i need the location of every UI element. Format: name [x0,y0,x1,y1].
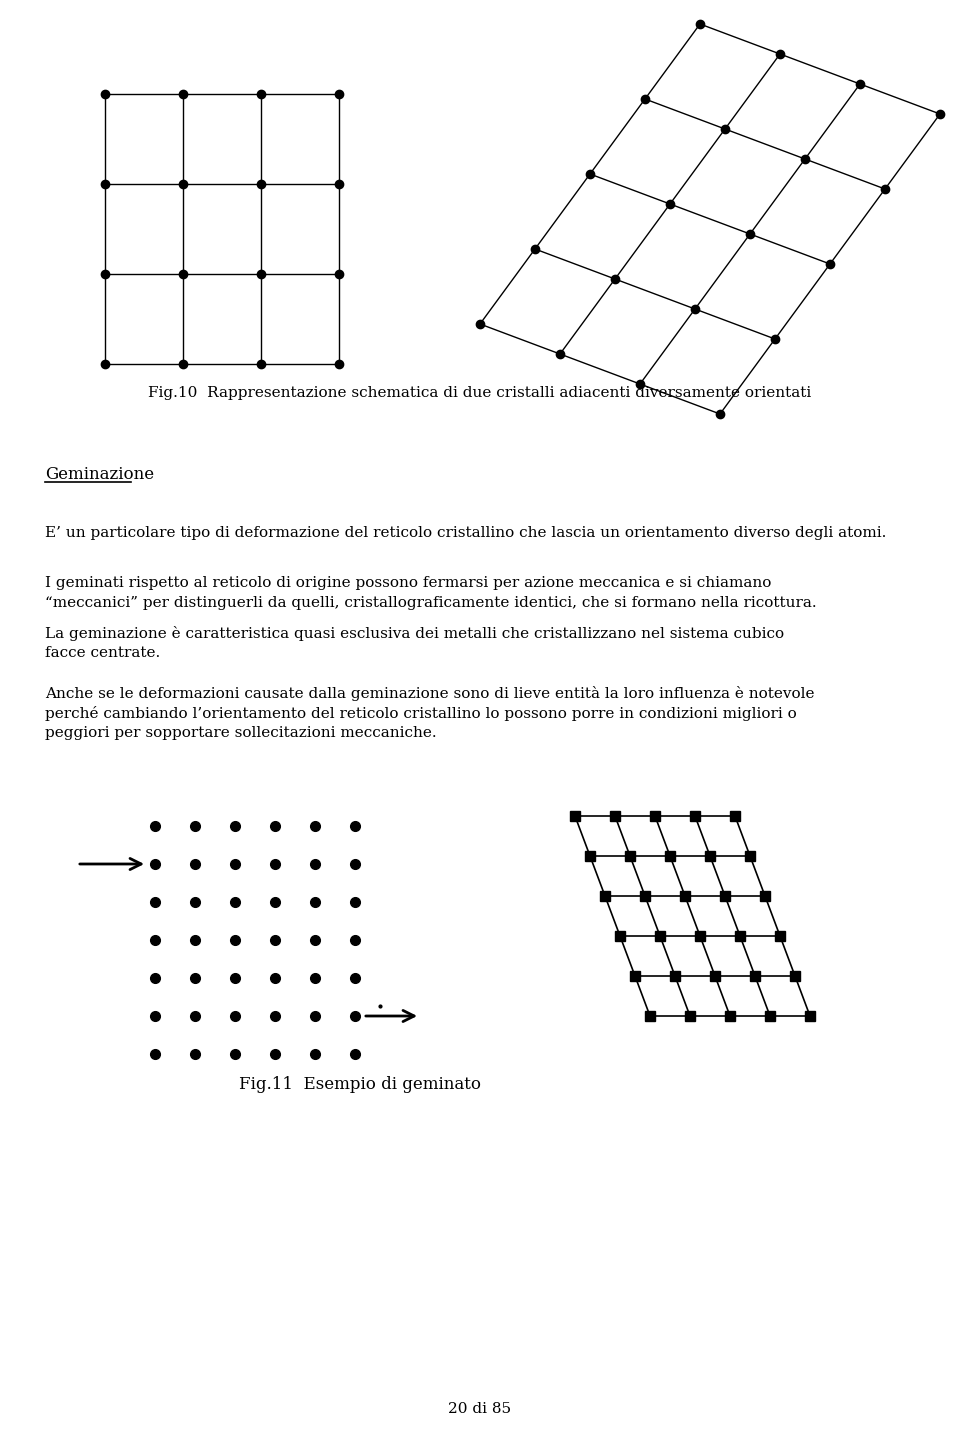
Text: I geminati rispetto al reticolo di origine possono fermarsi per azione meccanica: I geminati rispetto al reticolo di origi… [45,576,772,591]
Text: facce centrate.: facce centrate. [45,645,160,660]
Text: Anche se le deformazioni causate dalla geminazione sono di lieve entità la loro : Anche se le deformazioni causate dalla g… [45,686,814,700]
Text: “meccanici” per distinguerli da quelli, cristallograficamente identici, che si f: “meccanici” per distinguerli da quelli, … [45,596,817,609]
Text: Fig.10  Rappresentazione schematica di due cristalli adiacenti diversamente orie: Fig.10 Rappresentazione schematica di du… [149,386,811,400]
Text: La geminazione è caratteristica quasi esclusiva dei metalli che cristallizzano n: La geminazione è caratteristica quasi es… [45,627,784,641]
Text: perché cambiando l’orientamento del reticolo cristallino lo possono porre in con: perché cambiando l’orientamento del reti… [45,706,797,721]
Text: Fig.11  Esempio di geminato: Fig.11 Esempio di geminato [239,1076,481,1093]
Text: peggiori per sopportare sollecitazioni meccaniche.: peggiori per sopportare sollecitazioni m… [45,726,437,739]
Text: Geminazione: Geminazione [45,466,155,482]
Text: 20 di 85: 20 di 85 [448,1402,512,1417]
Text: E’ un particolare tipo di deformazione del reticolo cristallino che lascia un or: E’ un particolare tipo di deformazione d… [45,526,886,540]
